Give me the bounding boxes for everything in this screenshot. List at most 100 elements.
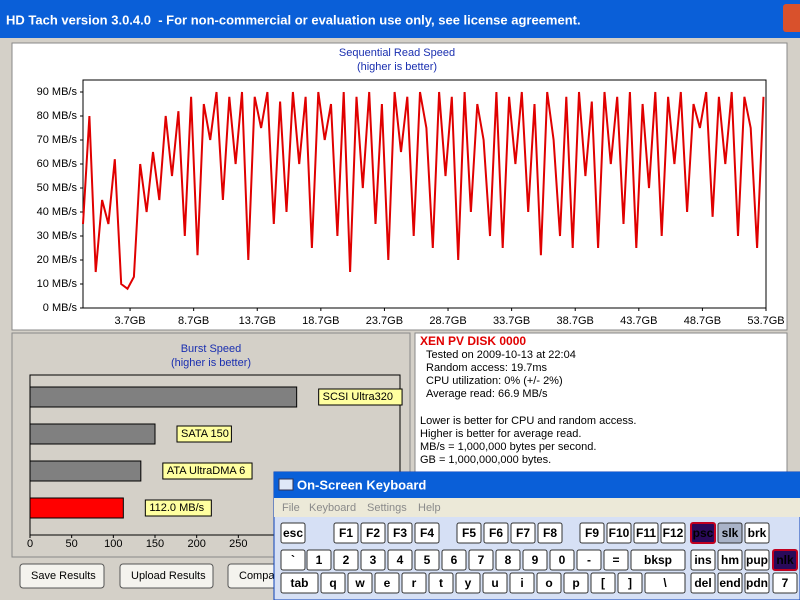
key[interactable]: [510, 522, 536, 544]
key[interactable]: [744, 549, 770, 571]
key-label[interactable]: pup: [746, 553, 768, 567]
key-label[interactable]: F4: [420, 526, 434, 540]
key-label[interactable]: hm: [721, 553, 739, 567]
key[interactable]: [280, 572, 319, 594]
key-label[interactable]: del: [694, 576, 711, 590]
key[interactable]: [280, 549, 306, 571]
key[interactable]: [744, 572, 770, 594]
key-label[interactable]: F10: [609, 526, 630, 540]
key[interactable]: [414, 549, 440, 571]
key-label[interactable]: F3: [393, 526, 407, 540]
button[interactable]: [119, 563, 214, 589]
key[interactable]: [509, 572, 535, 594]
key-label[interactable]: F11: [636, 526, 656, 540]
key[interactable]: [717, 572, 743, 594]
key-label[interactable]: 2: [343, 553, 350, 567]
key-label[interactable]: 6: [451, 553, 458, 567]
key[interactable]: [590, 572, 616, 594]
key-label[interactable]: 7: [478, 553, 485, 567]
key-label[interactable]: end: [719, 576, 740, 590]
menu-item[interactable]: File: [282, 502, 300, 514]
key-label[interactable]: y: [465, 576, 472, 590]
key-label[interactable]: ]: [628, 576, 632, 590]
key[interactable]: [387, 522, 413, 544]
key[interactable]: [576, 549, 602, 571]
key[interactable]: [603, 549, 629, 571]
key-label[interactable]: slk: [722, 526, 739, 540]
key[interactable]: [333, 549, 359, 571]
key[interactable]: [617, 572, 643, 594]
key-label[interactable]: `: [291, 553, 295, 567]
key[interactable]: [606, 522, 632, 544]
button-label[interactable]: Compar: [239, 570, 278, 582]
key[interactable]: [374, 572, 400, 594]
key-label[interactable]: o: [545, 576, 552, 590]
key[interactable]: [522, 549, 548, 571]
key-label[interactable]: psc: [693, 526, 714, 540]
key-label[interactable]: F5: [462, 526, 476, 540]
key[interactable]: [717, 522, 743, 544]
menu-item[interactable]: Help: [418, 502, 441, 514]
key[interactable]: [306, 549, 332, 571]
button[interactable]: [19, 563, 105, 589]
key-label[interactable]: 1: [316, 553, 323, 567]
key-label[interactable]: F2: [366, 526, 380, 540]
key[interactable]: [579, 522, 605, 544]
key-label[interactable]: F9: [585, 526, 599, 540]
key-label[interactable]: brk: [748, 526, 767, 540]
menu-item[interactable]: Keyboard: [309, 502, 356, 514]
button-label[interactable]: Upload Results: [131, 570, 206, 582]
key[interactable]: [280, 522, 306, 544]
key[interactable]: [333, 522, 359, 544]
key-label[interactable]: tab: [291, 576, 309, 590]
key[interactable]: [717, 549, 743, 571]
key-label[interactable]: F6: [489, 526, 503, 540]
key-label[interactable]: 0: [559, 553, 566, 567]
key-label[interactable]: nlk: [776, 553, 794, 567]
key-label[interactable]: 7: [782, 576, 789, 590]
key[interactable]: [468, 549, 494, 571]
key-label[interactable]: t: [439, 576, 443, 590]
key[interactable]: [360, 522, 386, 544]
key[interactable]: [744, 522, 770, 544]
key[interactable]: [347, 572, 373, 594]
key[interactable]: [495, 549, 521, 571]
key[interactable]: [483, 522, 509, 544]
key[interactable]: [633, 522, 659, 544]
key[interactable]: [563, 572, 589, 594]
key[interactable]: [455, 572, 481, 594]
key-label[interactable]: 9: [532, 553, 539, 567]
key-label[interactable]: 8: [505, 553, 512, 567]
button-label[interactable]: Save Results: [31, 570, 96, 582]
key-label[interactable]: 4: [397, 553, 404, 567]
key[interactable]: [690, 522, 716, 544]
key-label[interactable]: F12: [663, 526, 684, 540]
key-label[interactable]: bksp: [644, 553, 672, 567]
key[interactable]: [482, 572, 508, 594]
key-label[interactable]: ins: [694, 553, 712, 567]
key-label[interactable]: pdn: [746, 576, 768, 590]
key[interactable]: [536, 572, 562, 594]
key[interactable]: [644, 572, 686, 594]
key-label[interactable]: q: [329, 576, 336, 590]
key-label[interactable]: esc: [283, 526, 303, 540]
key[interactable]: [428, 572, 454, 594]
key[interactable]: [360, 549, 386, 571]
key-label[interactable]: F7: [516, 526, 530, 540]
key[interactable]: [387, 549, 413, 571]
key-label[interactable]: [: [601, 576, 605, 590]
key[interactable]: [320, 572, 346, 594]
key-label[interactable]: e: [384, 576, 391, 590]
key-label[interactable]: r: [412, 576, 417, 590]
key[interactable]: [660, 522, 686, 544]
close-button[interactable]: [783, 4, 800, 32]
key-label[interactable]: F8: [543, 526, 557, 540]
key-label[interactable]: i: [520, 576, 523, 590]
key[interactable]: [401, 572, 427, 594]
key[interactable]: [690, 549, 716, 571]
key[interactable]: [772, 549, 798, 571]
key-label[interactable]: \: [663, 576, 667, 590]
key-label[interactable]: u: [491, 576, 498, 590]
key[interactable]: [772, 572, 798, 594]
key-label[interactable]: -: [587, 553, 591, 567]
